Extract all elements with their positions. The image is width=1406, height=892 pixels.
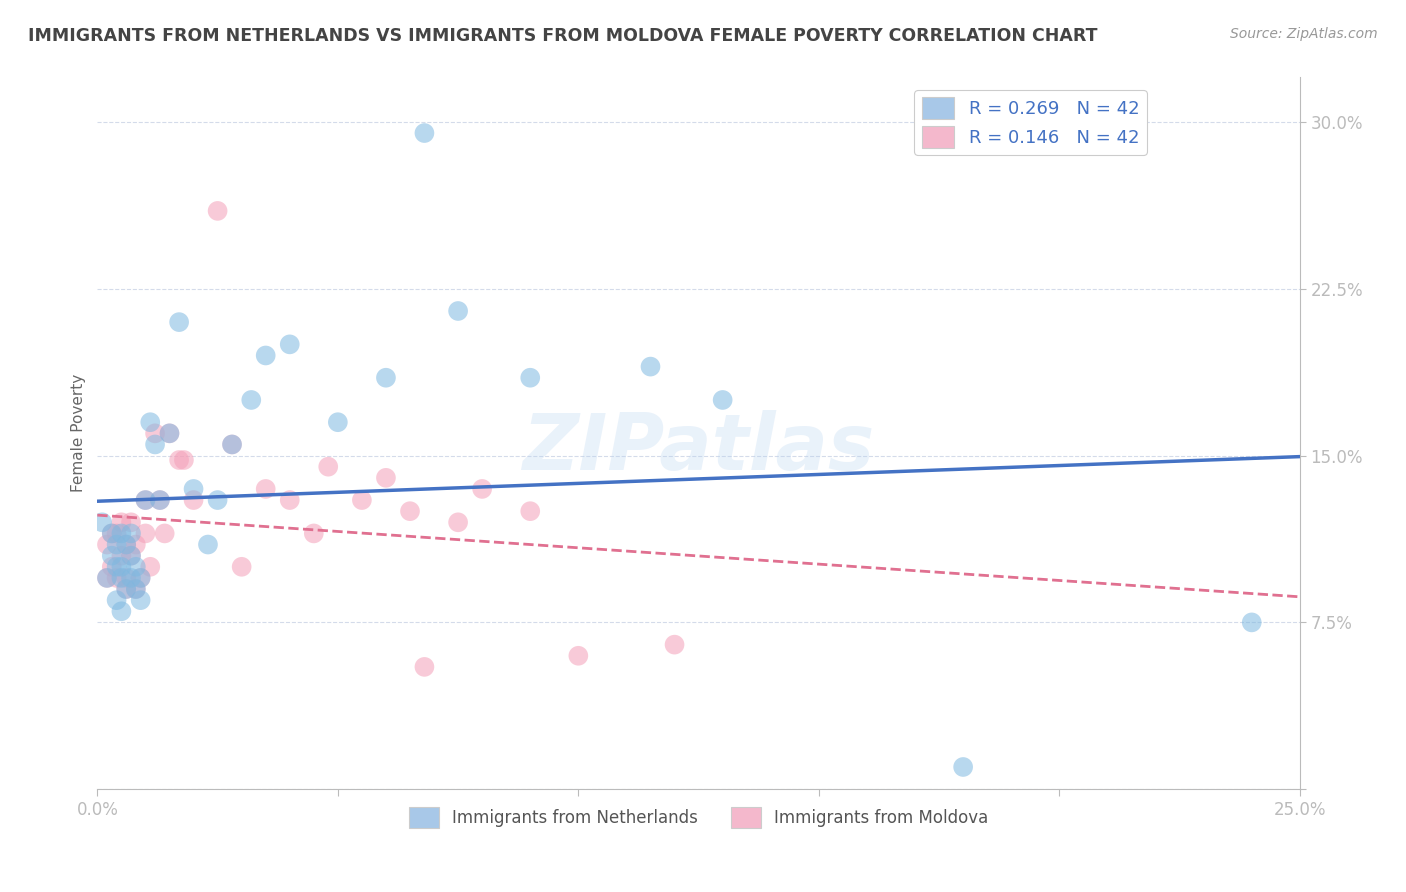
Point: [316, 459, 339, 474]
Point: [120, 549, 142, 563]
Point: [101, 526, 124, 541]
Point: [129, 593, 152, 607]
Point: [120, 526, 142, 541]
Point: [664, 638, 686, 652]
Point: [105, 593, 128, 607]
Point: [183, 493, 205, 508]
Point: [167, 453, 190, 467]
Point: [350, 493, 373, 508]
Point: [413, 660, 436, 674]
Point: [399, 504, 422, 518]
Point: [125, 559, 148, 574]
Point: [134, 493, 156, 508]
Point: [375, 370, 398, 384]
Point: [129, 571, 152, 585]
Point: [375, 471, 398, 485]
Point: [567, 648, 589, 663]
Point: [120, 571, 142, 585]
Point: [640, 359, 662, 374]
Point: [115, 582, 138, 596]
Point: [153, 526, 176, 541]
Point: [110, 559, 132, 574]
Point: [183, 482, 205, 496]
Point: [110, 526, 132, 541]
Point: [105, 537, 128, 551]
Point: [207, 203, 229, 218]
Point: [134, 526, 156, 541]
Point: [413, 126, 436, 140]
Point: [711, 392, 734, 407]
Point: [278, 337, 301, 351]
Point: [221, 437, 243, 451]
Point: [129, 571, 152, 585]
Point: [125, 582, 148, 596]
Point: [254, 482, 277, 496]
Point: [207, 493, 229, 508]
Point: [101, 526, 124, 541]
Point: [110, 516, 132, 530]
Point: [115, 537, 138, 551]
Point: [167, 315, 190, 329]
Point: [952, 760, 974, 774]
Point: [115, 582, 138, 596]
Point: [96, 571, 118, 585]
Point: [120, 549, 142, 563]
Point: [173, 453, 195, 467]
Legend: Immigrants from Netherlands, Immigrants from Moldova: Immigrants from Netherlands, Immigrants …: [402, 801, 995, 834]
Point: [115, 571, 138, 585]
Point: [159, 426, 181, 441]
Point: [105, 571, 128, 585]
Point: [105, 526, 128, 541]
Point: [278, 493, 301, 508]
Point: [125, 537, 148, 551]
Point: [149, 493, 172, 508]
Point: [143, 437, 166, 451]
Point: [254, 349, 277, 363]
Point: [447, 304, 470, 318]
Point: [519, 504, 541, 518]
Y-axis label: Female Poverty: Female Poverty: [72, 375, 86, 492]
Text: ZIPatlas: ZIPatlas: [523, 409, 875, 485]
Point: [302, 526, 325, 541]
Point: [471, 482, 494, 496]
Point: [139, 559, 162, 574]
Point: [134, 493, 156, 508]
Text: Source: ZipAtlas.com: Source: ZipAtlas.com: [1230, 27, 1378, 41]
Point: [115, 537, 138, 551]
Point: [326, 415, 349, 429]
Point: [1240, 615, 1263, 630]
Point: [110, 571, 132, 585]
Point: [139, 415, 162, 429]
Point: [110, 604, 132, 618]
Point: [96, 537, 118, 551]
Point: [231, 559, 253, 574]
Point: [197, 537, 219, 551]
Point: [447, 516, 470, 530]
Point: [110, 549, 132, 563]
Point: [96, 571, 118, 585]
Point: [105, 559, 128, 574]
Point: [143, 426, 166, 441]
Point: [125, 582, 148, 596]
Point: [101, 559, 124, 574]
Point: [120, 516, 142, 530]
Point: [221, 437, 243, 451]
Point: [91, 516, 114, 530]
Text: IMMIGRANTS FROM NETHERLANDS VS IMMIGRANTS FROM MOLDOVA FEMALE POVERTY CORRELATIO: IMMIGRANTS FROM NETHERLANDS VS IMMIGRANT…: [28, 27, 1098, 45]
Point: [149, 493, 172, 508]
Point: [101, 549, 124, 563]
Point: [159, 426, 181, 441]
Point: [240, 392, 263, 407]
Point: [519, 370, 541, 384]
